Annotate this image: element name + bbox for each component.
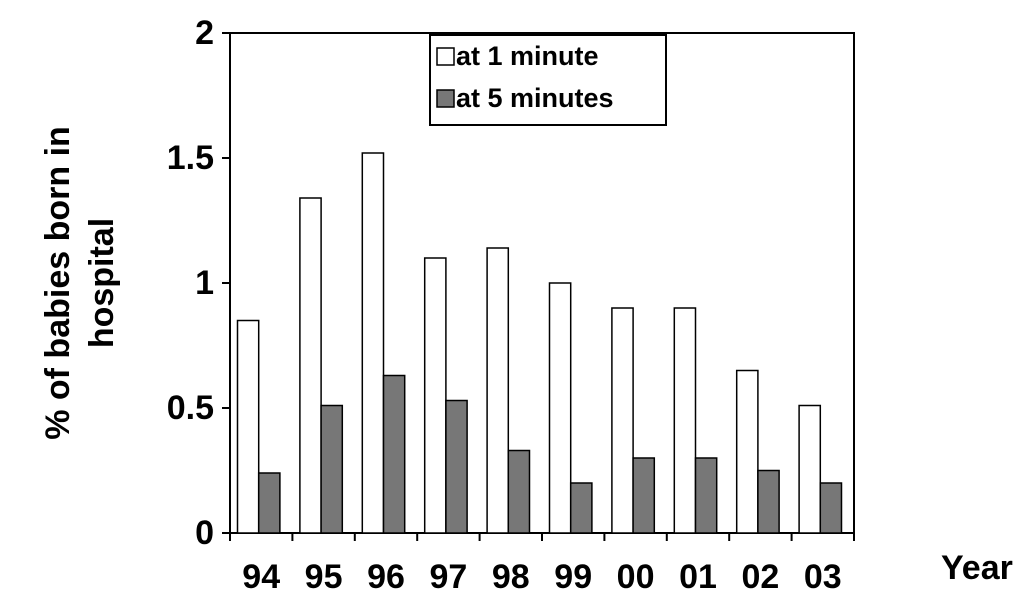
y-tick-label: 1 xyxy=(195,264,214,302)
y-tick-label: 2 xyxy=(195,14,214,52)
bar-at-5-minutes-00 xyxy=(632,457,656,534)
y-tick-label: 0 xyxy=(195,514,214,552)
x-tick-label: 98 xyxy=(492,558,530,596)
x-tick-label: 01 xyxy=(679,558,717,596)
y-tick-label: 1.5 xyxy=(167,139,214,177)
bar-at-1-minute-02 xyxy=(735,369,759,534)
x-tick-label: 00 xyxy=(617,558,655,596)
x-axis-ticks: 94 95 96 97 98 99 00 01 02 03 xyxy=(229,533,855,596)
legend-label-at-1-minute: at 1 minute xyxy=(456,41,599,71)
bar-at-1-minute-03 xyxy=(798,404,822,534)
x-tick-label: 02 xyxy=(741,558,779,596)
legend-swatch-at-5-minutes xyxy=(436,89,455,108)
bar-at-5-minutes-95 xyxy=(320,404,344,534)
bar-at-5-minutes-96 xyxy=(382,374,406,534)
bar-at-5-minutes-03 xyxy=(819,482,843,534)
bar-at-1-minute-95 xyxy=(299,197,322,534)
legend-box xyxy=(429,34,667,126)
bar-at-1-minute-96 xyxy=(361,152,385,534)
x-tick-label: 97 xyxy=(429,558,467,596)
bar-at-1-minute-98 xyxy=(486,247,510,534)
bar-at-5-minutes-97 xyxy=(445,399,468,534)
bar-at-1-minute-00 xyxy=(611,307,634,534)
y-axis-title: % of babies born in hospital xyxy=(39,126,121,440)
y-axis-ticks: 0 0.5 1 1.5 2 xyxy=(167,14,230,552)
x-tick-label: 99 xyxy=(554,558,592,596)
bars xyxy=(236,152,843,534)
bar-at-5-minutes-94 xyxy=(257,472,281,534)
x-tick-label: 94 xyxy=(242,558,280,596)
bar-at-1-minute-94 xyxy=(236,319,260,534)
bar-at-5-minutes-98 xyxy=(507,449,531,534)
legend-swatch-at-1-minute xyxy=(436,47,455,66)
x-tick-label: 96 xyxy=(367,558,405,596)
bar-at-1-minute-01 xyxy=(673,307,697,534)
bar-at-1-minute-97 xyxy=(423,257,447,534)
x-tick-label: 95 xyxy=(305,558,343,596)
y-axis-title-line-1: % of babies born in xyxy=(39,126,77,440)
bar-at-5-minutes-99 xyxy=(569,482,593,534)
y-tick-label: 0.5 xyxy=(167,389,214,427)
x-tick-label: 03 xyxy=(804,558,842,596)
bar-at-5-minutes-02 xyxy=(757,469,780,534)
bar-at-1-minute-99 xyxy=(548,282,572,534)
legend: at 1 minute at 5 minutes xyxy=(429,34,667,126)
bar-at-5-minutes-01 xyxy=(694,457,718,534)
y-axis-title-line-2: hospital xyxy=(83,218,121,348)
x-axis-title: Year xyxy=(941,549,1013,587)
legend-label-at-5-minutes: at 5 minutes xyxy=(456,83,614,113)
